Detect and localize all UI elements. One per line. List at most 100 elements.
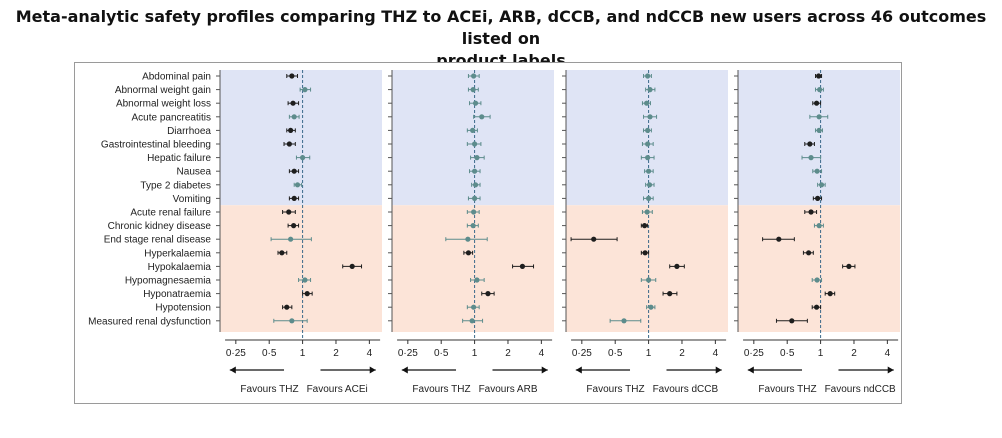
estimate-point xyxy=(646,182,653,188)
outcome-label: Abdominal pain xyxy=(142,72,211,83)
estimate-point xyxy=(471,168,478,174)
outcome-label: Acute renal failure xyxy=(130,208,211,219)
estimate-point xyxy=(814,168,820,174)
x-tick-label: 4 xyxy=(367,348,373,359)
favours-left-label: Favours THZ xyxy=(586,384,644,395)
outcome-label: Abnormal weight loss xyxy=(116,99,211,110)
estimate-point xyxy=(349,263,355,269)
chart-title-line-1: Meta-analytic safety profiles comparing … xyxy=(15,7,987,48)
favours-right-label: Favours ndCCB xyxy=(825,384,896,395)
estimate-point xyxy=(806,250,812,256)
outcome-label: Type 2 diabetes xyxy=(140,180,211,191)
x-tick-label: 1 xyxy=(818,348,824,359)
estimate-point xyxy=(479,114,485,120)
x-tick-label: 2 xyxy=(851,348,857,359)
favours-right-label: Favours ARB xyxy=(479,384,538,395)
favours-left-arrowhead xyxy=(747,366,754,374)
estimate-point xyxy=(474,277,480,283)
panel-band-top xyxy=(220,70,382,206)
estimate-point xyxy=(674,263,680,269)
estimate-point xyxy=(776,236,782,242)
estimate-point xyxy=(641,223,648,229)
x-tick-label: 0·5 xyxy=(608,348,623,359)
estimate-point xyxy=(485,291,491,297)
estimate-point xyxy=(645,168,652,174)
outcome-label: Vomiting xyxy=(173,194,211,205)
estimate-point xyxy=(647,114,653,120)
panel-band-top xyxy=(392,70,554,206)
estimate-point xyxy=(789,318,795,324)
estimate-point xyxy=(846,263,852,269)
estimate-point xyxy=(645,127,651,133)
estimate-point xyxy=(813,304,820,310)
outcome-label: Acute pancreatitis xyxy=(132,112,212,123)
estimate-point xyxy=(474,155,480,161)
estimate-point xyxy=(469,318,475,324)
outcome-label: Gastrointestinal bleeding xyxy=(101,140,211,151)
estimate-point xyxy=(621,318,627,324)
favours-left-label: Favours THZ xyxy=(240,384,298,395)
estimate-point xyxy=(291,114,297,120)
outcome-label: Diarrhoea xyxy=(167,126,211,137)
estimate-point xyxy=(289,73,295,79)
x-tick-label: 0·5 xyxy=(434,348,449,359)
outcome-label: Hyperkalaemia xyxy=(144,248,211,259)
x-tick-label: 1 xyxy=(646,348,652,359)
estimate-point xyxy=(648,304,654,310)
panel-band-bottom xyxy=(220,205,382,332)
outcome-label: Measured renal dysfunction xyxy=(88,316,211,327)
estimate-point xyxy=(808,209,814,215)
x-tick-label: 1 xyxy=(472,348,478,359)
outcome-label: Nausea xyxy=(177,167,212,178)
x-tick-label: 4 xyxy=(539,348,545,359)
favours-right-arrowhead xyxy=(715,366,722,374)
estimate-point xyxy=(290,100,296,106)
favours-left-arrowhead xyxy=(401,366,408,374)
x-tick-label: 0·25 xyxy=(226,348,246,359)
estimate-point xyxy=(813,100,820,106)
estimate-point xyxy=(465,236,471,242)
estimate-point xyxy=(291,168,297,174)
estimate-point xyxy=(291,195,297,201)
estimate-point xyxy=(817,87,823,93)
estimate-point xyxy=(299,155,306,161)
outcome-label: Hypotension xyxy=(155,303,211,314)
estimate-point xyxy=(470,87,476,93)
estimate-point xyxy=(288,127,294,133)
estimate-point xyxy=(471,195,478,201)
x-tick-label: 2 xyxy=(333,348,339,359)
estimate-point xyxy=(645,277,652,283)
x-tick-label: 2 xyxy=(505,348,511,359)
estimate-point xyxy=(644,209,650,215)
estimate-point xyxy=(279,250,285,256)
estimate-point xyxy=(808,155,814,161)
estimate-point xyxy=(645,73,651,79)
estimate-point xyxy=(471,141,478,147)
outcome-label: Chronic kidney disease xyxy=(108,221,212,232)
estimate-point xyxy=(471,304,477,310)
estimate-point xyxy=(645,195,652,201)
estimate-point xyxy=(814,277,820,283)
estimate-point xyxy=(645,155,651,161)
estimate-point xyxy=(644,100,650,106)
x-tick-label: 4 xyxy=(885,348,891,359)
estimate-point xyxy=(645,141,651,147)
estimate-point xyxy=(807,141,813,147)
estimate-point xyxy=(470,127,476,133)
x-tick-label: 0·5 xyxy=(262,348,277,359)
estimate-point xyxy=(294,182,301,188)
favours-right-arrowhead xyxy=(887,366,894,374)
estimate-point xyxy=(291,223,297,229)
estimate-point xyxy=(667,291,673,297)
favours-right-label: Favours dCCB xyxy=(653,384,719,395)
outcome-label: Abnormal weight gain xyxy=(115,85,211,96)
favours-left-label: Favours THZ xyxy=(412,384,470,395)
estimate-point xyxy=(816,73,822,79)
outcome-label: End stage renal disease xyxy=(104,235,212,246)
favours-right-arrowhead xyxy=(369,366,376,374)
estimate-point xyxy=(519,263,526,269)
x-tick-label: 0·25 xyxy=(572,348,592,359)
estimate-point xyxy=(304,291,310,297)
favours-left-label: Favours THZ xyxy=(758,384,816,395)
